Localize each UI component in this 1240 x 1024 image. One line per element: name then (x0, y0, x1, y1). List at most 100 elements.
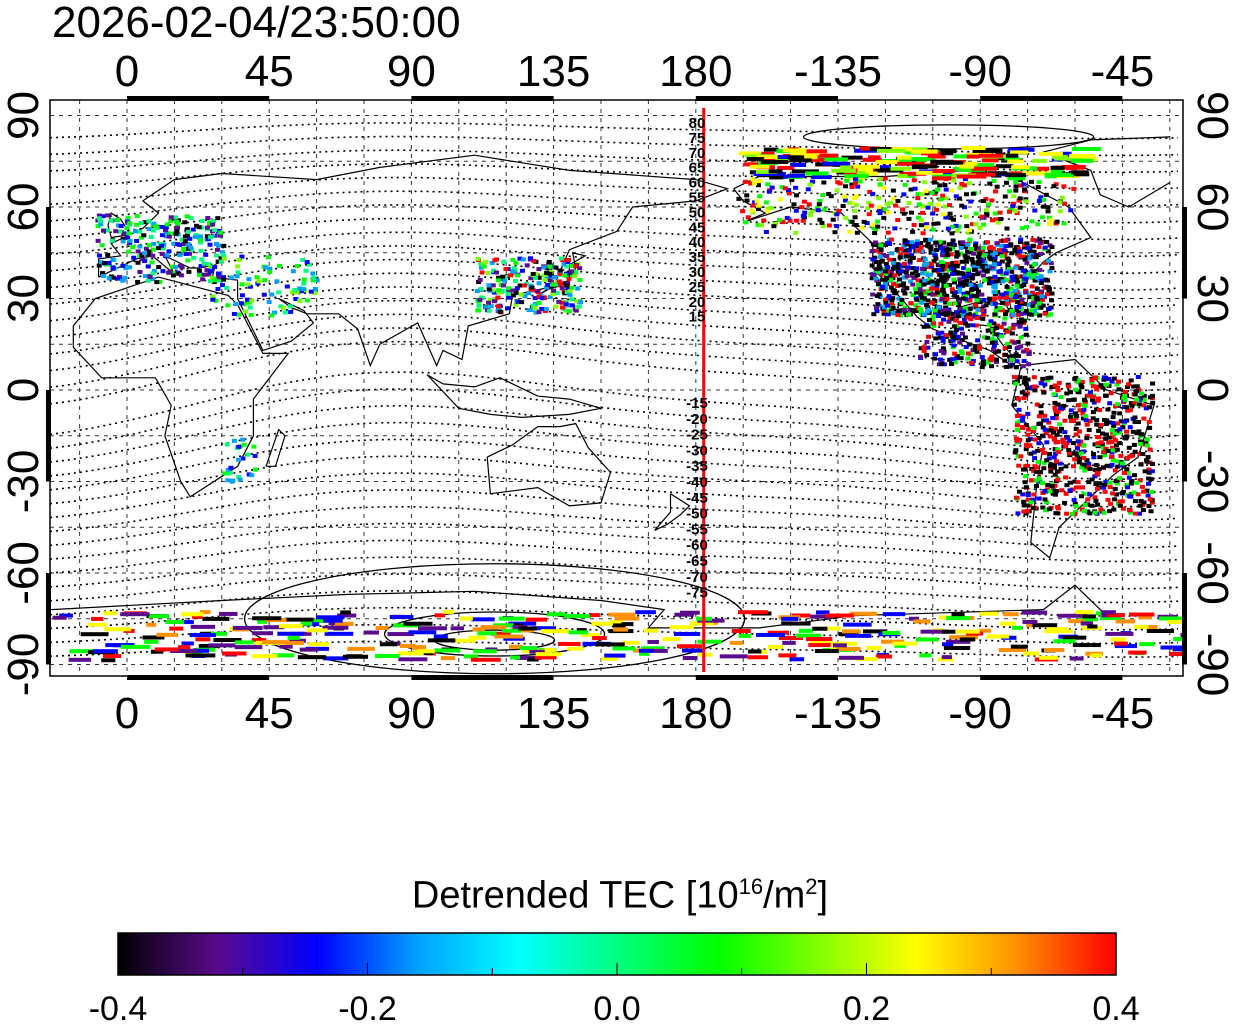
tec-point (207, 223, 213, 228)
tec-point (536, 281, 542, 286)
tec-point (241, 442, 247, 447)
tec-point (1108, 501, 1114, 506)
tec-point (1028, 249, 1034, 254)
tec-point (769, 175, 784, 180)
tec-point (1023, 485, 1029, 490)
frame-bar-bottom (980, 675, 1123, 680)
tec-point (1132, 392, 1138, 397)
tec-point (743, 162, 768, 167)
tec-point (1057, 429, 1063, 434)
tec-point (1072, 643, 1101, 648)
tec-point (872, 248, 878, 253)
tec-point (185, 653, 216, 658)
tec-point (496, 275, 502, 280)
tec-point (1079, 494, 1085, 499)
tec-point (897, 161, 925, 166)
tec-point (979, 628, 992, 633)
tec-point (252, 467, 258, 472)
tec-point (1021, 503, 1027, 508)
tec-point (306, 628, 328, 633)
tec-point (1023, 273, 1029, 278)
tec-point (1084, 422, 1090, 427)
tec-point (181, 248, 187, 253)
tec-point (801, 199, 807, 204)
tec-point (960, 271, 966, 276)
tec-point (1106, 440, 1112, 445)
tec-point (1031, 295, 1037, 300)
coastline-indonesia (426, 374, 602, 419)
tec-point (974, 294, 980, 299)
tec-point (638, 648, 654, 653)
tec-point (674, 612, 694, 617)
tec-point (581, 633, 600, 638)
tec-point (173, 231, 179, 236)
tec-point (878, 247, 884, 252)
tec-point (945, 262, 951, 267)
tec-point (1087, 418, 1093, 423)
frame-bar-bottom (127, 675, 270, 680)
tec-point (940, 287, 946, 292)
tec-point (986, 281, 992, 286)
tec-point (815, 626, 841, 631)
tec-point (810, 639, 832, 644)
tec-point (1058, 466, 1064, 471)
tec-point (882, 207, 888, 212)
tec-point (1031, 308, 1037, 313)
tec-point (197, 273, 203, 278)
tec-point (544, 266, 550, 271)
tec-point (240, 456, 246, 461)
tec-point (993, 349, 999, 354)
tec-point (1064, 440, 1070, 445)
tec-point (1057, 200, 1063, 205)
tec-point (1068, 414, 1074, 419)
y-tick-label-left: 30 (0, 274, 48, 323)
tec-point (976, 246, 982, 251)
tec-point (212, 265, 218, 270)
tec-point (214, 253, 220, 258)
tec-point (955, 252, 961, 257)
tec-point (853, 177, 859, 182)
magnetic-latitude-line (50, 190, 1179, 224)
tec-point (1090, 410, 1096, 415)
tec-point (929, 317, 935, 322)
tec-point (1108, 391, 1114, 396)
tec-point (782, 186, 788, 191)
axis-labels: 0045459090135135180180-135-135-90-90-45-… (0, 47, 1237, 738)
tec-point (450, 626, 465, 631)
tec-point (287, 635, 300, 640)
tec-point (413, 649, 435, 654)
tec-point (926, 277, 932, 282)
tec-point (979, 292, 985, 297)
tec-point (873, 259, 879, 264)
tec-point (980, 273, 986, 278)
tec-point (993, 325, 999, 330)
tec-point (1043, 192, 1049, 197)
tec-point (957, 340, 963, 345)
tec-point (980, 316, 986, 321)
tec-point (1080, 621, 1094, 626)
tec-point (120, 644, 151, 649)
tec-point (930, 227, 936, 232)
tec-point (544, 270, 550, 275)
tec-point (1086, 480, 1092, 485)
tec-point (744, 193, 750, 198)
tec-point (952, 330, 958, 335)
tec-point (1013, 381, 1019, 386)
tec-point (916, 248, 922, 253)
tec-point (1061, 172, 1090, 177)
tec-point (894, 643, 907, 648)
tec-point (1035, 222, 1041, 227)
tec-point (1000, 621, 1016, 626)
tec-point (1040, 303, 1046, 308)
tec-point (186, 269, 192, 274)
x-tick-label-bottom: -45 (1091, 689, 1155, 738)
tec-point (1134, 389, 1140, 394)
tec-point (902, 248, 908, 253)
tec-point (106, 260, 112, 265)
tec-point (1001, 321, 1007, 326)
tec-point (975, 289, 981, 294)
tec-point (1051, 462, 1057, 467)
tec-point (1055, 402, 1061, 407)
tec-point (882, 267, 888, 272)
tec-point (1053, 412, 1059, 417)
